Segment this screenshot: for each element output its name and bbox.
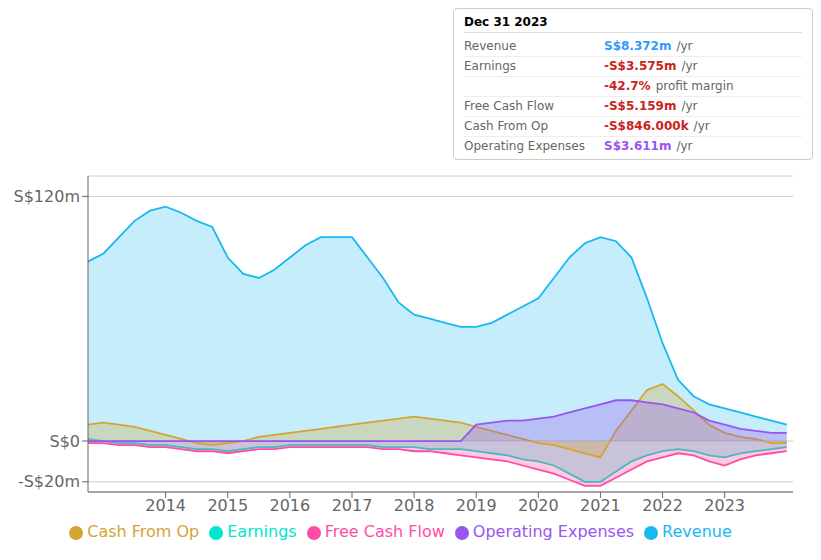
html-text:Dec 31 2023: Dec 31 2023	[464, 15, 548, 29]
html-text:Operating Expenses: Operating Expenses	[464, 139, 585, 153]
html-text:Revenue: Revenue	[662, 522, 732, 541]
html-text:-S$3.575m /yr: -S$3.575m /yr	[604, 59, 698, 73]
svg-text:2014: 2014	[145, 496, 186, 515]
svg-text:2017: 2017	[332, 496, 373, 515]
svg-text:2020: 2020	[518, 496, 559, 515]
html-text:Cash From Op: Cash From Op	[87, 522, 200, 541]
svg-text:2018: 2018	[394, 496, 435, 515]
html-text:S$8.372m /yr: S$8.372m /yr	[604, 39, 693, 53]
html-text:S$3.611m /yr: S$3.611m /yr	[604, 139, 693, 153]
svg-text:2023: 2023	[704, 496, 745, 515]
html-text:Earnings: Earnings	[227, 522, 297, 541]
svg-text:2022: 2022	[642, 496, 683, 515]
html-text:Earnings: Earnings	[464, 59, 517, 73]
svg-text:2021: 2021	[580, 496, 621, 515]
html-text:Free Cash Flow: Free Cash Flow	[464, 99, 555, 113]
html-text:-S$5.159m /yr: -S$5.159m /yr	[604, 99, 698, 113]
html-text:-42.7% profit margin: -42.7% profit margin	[604, 79, 734, 93]
svg-text:2016: 2016	[270, 496, 311, 515]
svg-text:2015: 2015	[207, 496, 248, 515]
html-text:Operating Expenses: Operating Expenses	[472, 522, 635, 541]
svg-text:2019: 2019	[456, 496, 497, 515]
svg-text:-S$20m: -S$20m	[18, 472, 80, 491]
html-text:Revenue: Revenue	[464, 39, 517, 53]
html-text:Cash From Op: Cash From Op	[464, 119, 548, 133]
html-text:-S$846.000k /yr: -S$846.000k /yr	[604, 119, 710, 133]
svg-text:S$0: S$0	[49, 432, 80, 451]
html-text:Free Cash Flow: Free Cash Flow	[324, 522, 445, 541]
svg-text:S$120m: S$120m	[14, 187, 80, 206]
